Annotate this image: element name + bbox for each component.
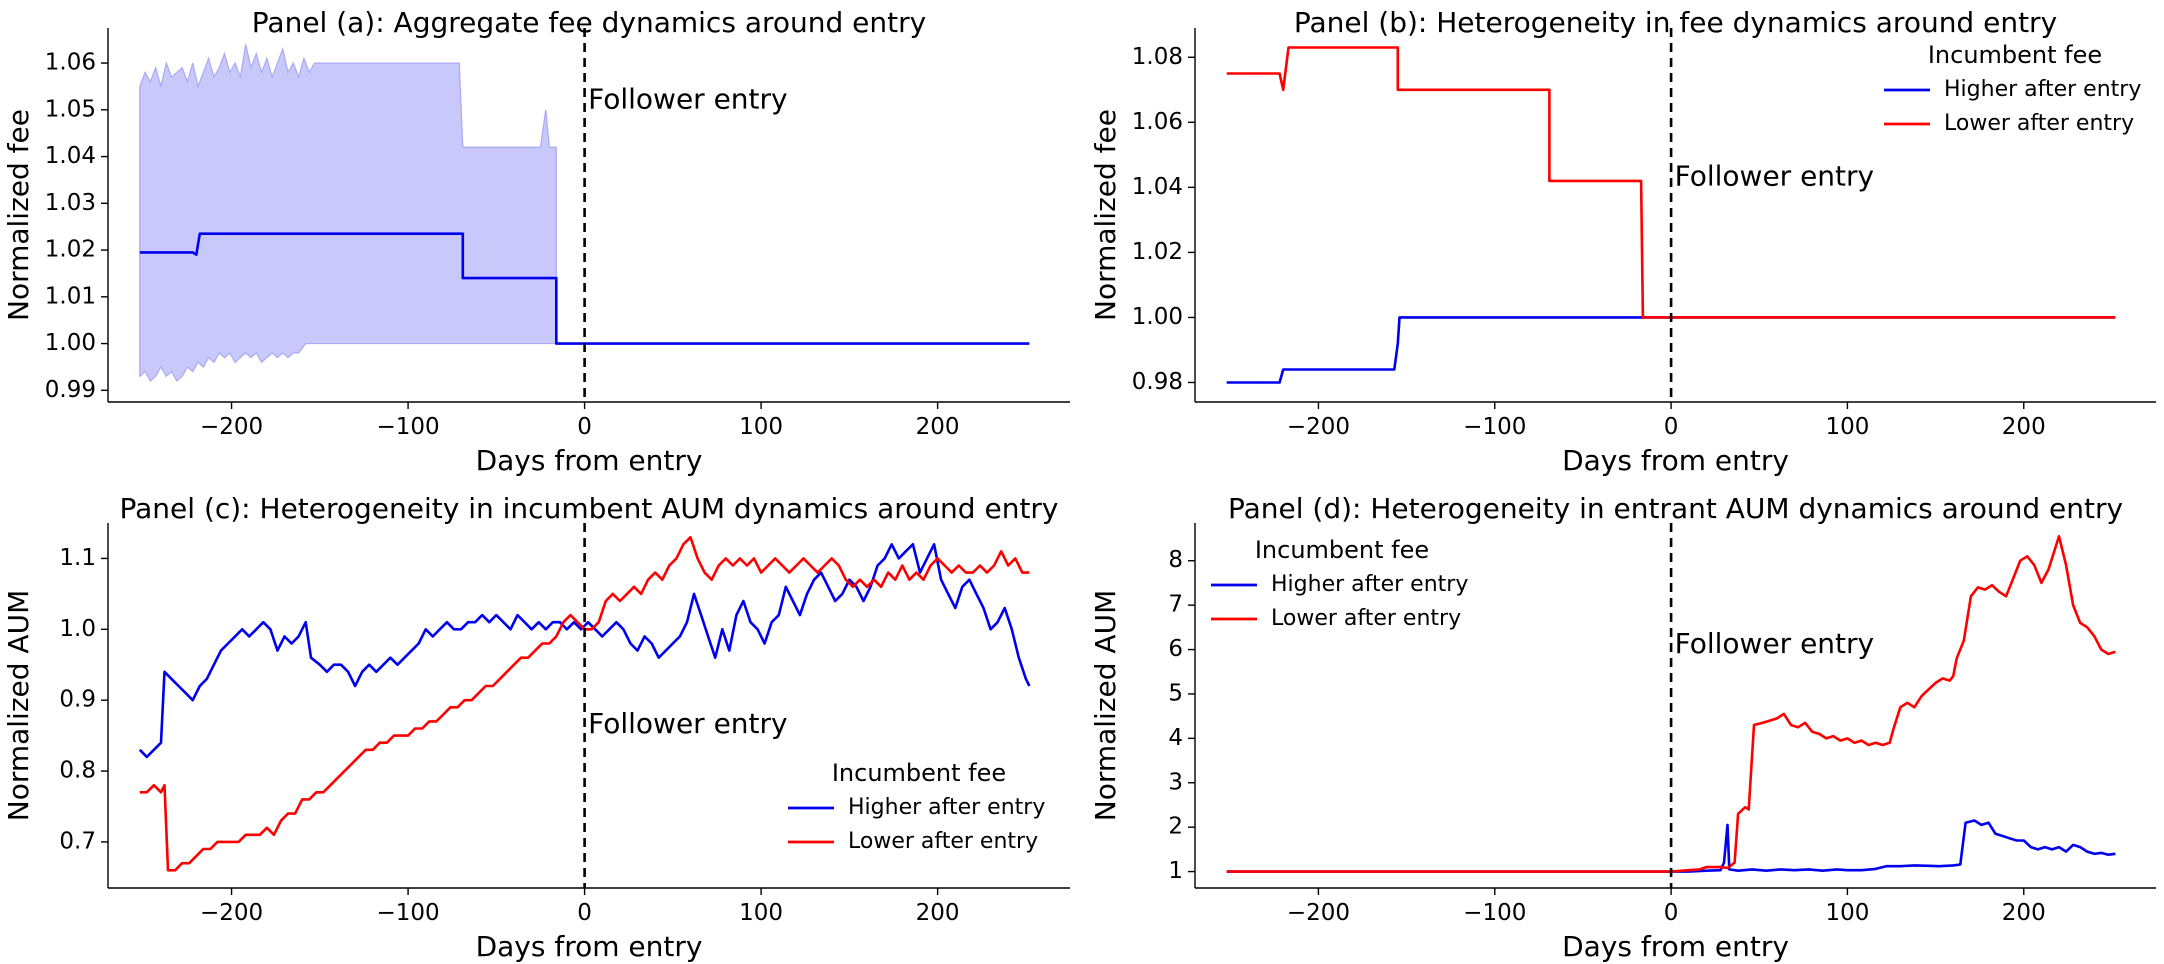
y-tick-label: 2 (1168, 814, 1183, 840)
x-tick-label: 200 (2002, 900, 2046, 926)
y-tick-label: 7 (1168, 592, 1183, 618)
y-tick-label: 0.7 (59, 828, 96, 854)
panel-title: Panel (c): Heterogeneity in incumbent AU… (120, 492, 1059, 525)
x-tick-label: −100 (1463, 900, 1526, 926)
panel-a: Panel (a): Aggregate fee dynamics around… (2, 6, 1070, 477)
legend: Incumbent fee Higher after entry Lower aft… (1884, 41, 2141, 136)
y-tick-label: 1.00 (45, 330, 96, 356)
y-tick-label: 4 (1168, 725, 1183, 751)
legend-label-lower: Lower after entry (1944, 111, 2134, 136)
panel-title: Panel (b): Heterogeneity in fee dynamics… (1294, 6, 2057, 39)
series-line-higher (1226, 819, 2116, 873)
x-tick-label: −100 (1463, 414, 1526, 440)
y-tick-label: 1 (1168, 858, 1183, 884)
legend-label-higher: Higher after entry (1944, 77, 2141, 102)
panel-d: Panel (d): Heterogeneity in entrant AUM … (1089, 492, 2156, 963)
y-tick-label: 1.0 (59, 616, 96, 642)
panel-title: Panel (d): Heterogeneity in entrant AUM … (1228, 492, 2123, 525)
y-tick-label: 1.04 (1132, 174, 1183, 200)
series-line-higher (139, 232, 1030, 345)
x-axis-label: Days from entry (1562, 930, 1789, 963)
x-tick-label: −200 (1287, 414, 1350, 440)
y-axis-label: Normalized fee (2, 109, 35, 321)
y-tick-label: 6 (1168, 636, 1183, 662)
series-line-lower (139, 535, 1030, 872)
x-tick-label: −100 (376, 414, 439, 440)
x-tick-label: 0 (1664, 414, 1679, 440)
legend-label-higher: Higher after entry (1271, 572, 1468, 597)
x-tick-label: 100 (739, 900, 783, 926)
x-axis-label: Days from entry (476, 444, 703, 477)
y-axis-label: Normalized AUM (1089, 590, 1122, 822)
y-tick-label: 1.06 (45, 50, 96, 76)
y-tick-label: 0.9 (59, 687, 96, 713)
y-tick-label: 1.03 (45, 190, 96, 216)
x-tick-label: 100 (1825, 900, 1869, 926)
x-tick-label: −100 (376, 900, 439, 926)
legend-label-lower: Lower after entry (848, 829, 1038, 854)
follower-entry-annotation: Follower entry (1675, 160, 1875, 193)
y-tick-label: 0.8 (59, 758, 96, 784)
legend-title: Incumbent fee (1928, 41, 2102, 69)
y-tick-label: 1.1 (59, 545, 96, 571)
y-tick-label: 1.08 (1132, 44, 1183, 70)
y-tick-label: 1.01 (45, 283, 96, 309)
y-axis-label: Normalized AUM (2, 590, 35, 822)
series-line-lower (1226, 46, 2116, 319)
confidence-band (139, 44, 557, 382)
follower-entry-annotation: Follower entry (1675, 627, 1875, 660)
legend-title: Incumbent fee (832, 759, 1006, 787)
y-tick-label: 1.00 (1132, 304, 1183, 330)
legend: Incumbent fee Higher after entry Lower aft… (1211, 536, 1468, 631)
y-tick-label: 8 (1168, 547, 1183, 573)
x-axis-label: Days from entry (1562, 444, 1789, 477)
x-tick-label: −200 (200, 414, 263, 440)
y-tick-label: 5 (1168, 680, 1183, 706)
series-line-higher (1226, 316, 2116, 384)
legend-label-higher: Higher after entry (848, 795, 1045, 820)
follower-entry-annotation: Follower entry (588, 82, 788, 115)
y-tick-label: 1.02 (45, 237, 96, 263)
panel-title: Panel (a): Aggregate fee dynamics around… (252, 6, 926, 39)
y-tick-label: 0.99 (45, 377, 96, 403)
legend-title: Incumbent fee (1255, 536, 1429, 564)
x-tick-label: 200 (2002, 414, 2046, 440)
panel-b: Panel (b): Heterogeneity in fee dynamics… (1089, 6, 2156, 477)
x-tick-label: −200 (200, 900, 263, 926)
legend: Incumbent fee Higher after entry Lower aft… (788, 759, 1045, 854)
x-tick-label: 0 (1664, 900, 1679, 926)
y-axis-label: Normalized fee (1089, 109, 1122, 321)
x-tick-label: 200 (916, 900, 960, 926)
y-tick-label: 0.98 (1132, 369, 1183, 395)
y-tick-label: 1.04 (45, 143, 96, 169)
series-line-higher (138, 543, 1031, 759)
x-tick-label: 100 (739, 414, 783, 440)
legend-label-lower: Lower after entry (1271, 606, 1461, 631)
follower-entry-annotation: Follower entry (588, 707, 788, 740)
y-tick-label: 1.06 (1132, 109, 1183, 135)
x-tick-label: 0 (577, 414, 592, 440)
x-axis-label: Days from entry (476, 930, 703, 963)
x-tick-label: −200 (1287, 900, 1350, 926)
panel-c: Panel (c): Heterogeneity in incumbent AU… (2, 492, 1070, 963)
x-tick-label: 0 (577, 900, 592, 926)
x-tick-label: 100 (1825, 414, 1869, 440)
series-line-lower (1226, 535, 2116, 873)
y-tick-label: 1.05 (45, 96, 96, 122)
y-tick-label: 1.02 (1132, 239, 1183, 265)
y-tick-label: 3 (1168, 769, 1183, 795)
x-tick-label: 200 (916, 414, 960, 440)
